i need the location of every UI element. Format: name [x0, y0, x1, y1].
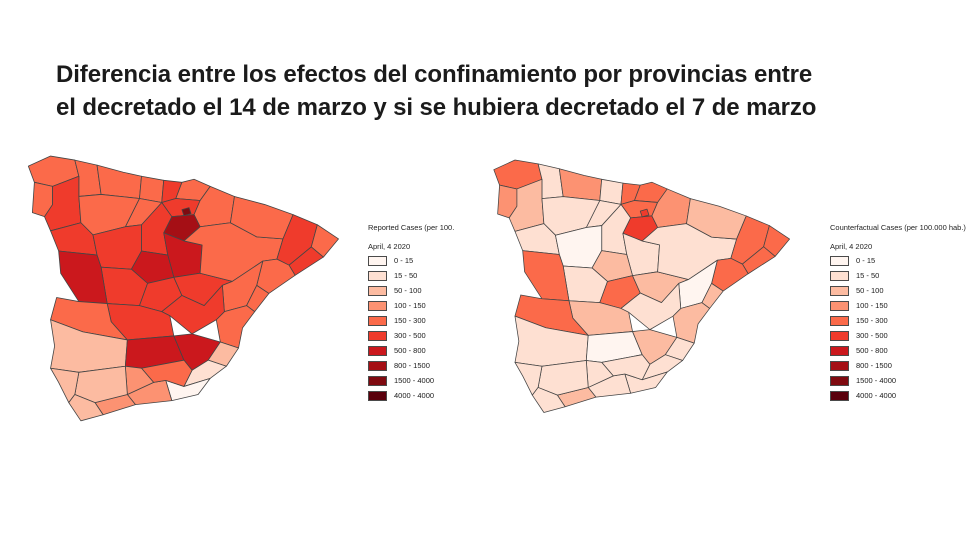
legend-reported-title: Reported Cases (per 100.: [368, 223, 455, 232]
legend-swatch: [830, 361, 849, 371]
legend-swatch: [368, 346, 387, 356]
legend-swatch: [830, 391, 849, 401]
figure-title-line2: el decretado el 14 de marzo y si se hubi…: [56, 94, 817, 121]
legend-label: 300 - 500: [856, 331, 888, 340]
legend-swatch: [368, 301, 387, 311]
legend-row: 300 - 500: [830, 331, 980, 341]
legend-row: 100 - 150: [368, 301, 472, 311]
legend-label: 100 - 150: [394, 301, 426, 310]
legend-row: 1500 - 4000: [830, 376, 980, 386]
legend-row: 1500 - 4000: [368, 376, 472, 386]
legend-reported-subtitle: April, 4 2020: [368, 242, 411, 251]
legend-row: 150 - 300: [368, 316, 472, 326]
legend-swatch: [368, 256, 387, 266]
legend-label: 1500 - 4000: [394, 376, 435, 385]
legend-label: 800 - 1500: [856, 361, 892, 370]
legend-swatch: [368, 331, 387, 341]
legend-row: 800 - 1500: [368, 361, 472, 371]
province-asturias-reported: [96, 164, 142, 199]
legend-row: 0 - 15: [368, 256, 472, 266]
legend-row: 150 - 300: [830, 316, 980, 326]
legend-counterfactual-subtitle: April, 4 2020: [830, 242, 873, 251]
legend-row: 500 - 800: [368, 346, 472, 356]
legend-swatch: [368, 286, 387, 296]
legend-row: 15 - 50: [368, 271, 472, 281]
legend-swatch: [368, 391, 387, 401]
legend-label: 1500 - 4000: [856, 376, 897, 385]
legend-counterfactual: Counterfactual Cases (per 100.000 hab.) …: [830, 223, 980, 406]
legend-label: 100 - 150: [856, 301, 888, 310]
legend-label: 0 - 15: [394, 256, 414, 265]
legend-label: 4000 - 4000: [394, 391, 435, 400]
province-trevino-reported: [181, 207, 192, 217]
legend-row: 50 - 100: [368, 286, 472, 296]
province-cadiz-reported: [68, 394, 104, 422]
legend-label: 15 - 50: [394, 271, 418, 280]
legend-counterfactual-rows: 0 - 15 15 - 50 50 - 100 100 - 150 150 - 300 3…: [830, 256, 980, 401]
province-cantabria-reported: [139, 175, 165, 203]
legend-swatch: [368, 376, 387, 386]
legend-swatch: [368, 316, 387, 326]
legend-row: 4000 - 4000: [368, 391, 472, 401]
legend-counterfactual-title: Counterfactual Cases (per 100.000 hab.): [830, 223, 966, 232]
legend-row: 0 - 15: [830, 256, 980, 266]
legend-row: 50 - 100: [830, 286, 980, 296]
legend-label: 300 - 500: [394, 331, 426, 340]
legend-label: 15 - 50: [856, 271, 880, 280]
legend-label: 500 - 800: [394, 346, 426, 355]
legend-label: 50 - 100: [394, 286, 422, 295]
legend-swatch: [830, 346, 849, 356]
legend-row: 100 - 150: [830, 301, 980, 311]
figure-title: Diferencia entre los efectos del confina…: [56, 58, 901, 124]
spain-map-counterfactual: [488, 156, 806, 431]
legend-row: 800 - 1500: [830, 361, 980, 371]
legend-label: 500 - 800: [856, 346, 888, 355]
legend-row: 500 - 800: [830, 346, 980, 356]
legend-row: 4000 - 4000: [830, 391, 980, 401]
legend-swatch: [830, 256, 849, 266]
legend-label: 0 - 15: [856, 256, 876, 265]
legend-swatch: [830, 331, 849, 341]
spain-map-reported: [22, 152, 356, 440]
legend-swatch: [368, 271, 387, 281]
province-cantabria-counterfactual: [599, 178, 624, 205]
province-asturias-counterfactual: [558, 168, 603, 201]
legend-row: 15 - 50: [830, 271, 980, 281]
legend-swatch: [830, 286, 849, 296]
figure-title-line1: Diferencia entre los efectos del confina…: [56, 61, 813, 88]
legend-swatch: [368, 361, 387, 371]
legend-label: 150 - 300: [856, 316, 888, 325]
legend-label: 4000 - 4000: [856, 391, 897, 400]
legend-label: 50 - 100: [856, 286, 884, 295]
legend-swatch: [830, 271, 849, 281]
legend-label: 800 - 1500: [394, 361, 430, 370]
province-cadiz-counterfactual: [531, 387, 566, 413]
legend-reported-rows: 0 - 15 15 - 50 50 - 100 100 - 150 150 - 300 3…: [368, 256, 472, 401]
legend-swatch: [830, 376, 849, 386]
legend-swatch: [830, 301, 849, 311]
legend-row: 300 - 500: [368, 331, 472, 341]
province-trevino-counterfactual: [639, 208, 650, 218]
legend-swatch: [830, 316, 849, 326]
legend-reported: Reported Cases (per 100. April, 4 2020 0…: [368, 223, 472, 406]
legend-label: 150 - 300: [394, 316, 426, 325]
